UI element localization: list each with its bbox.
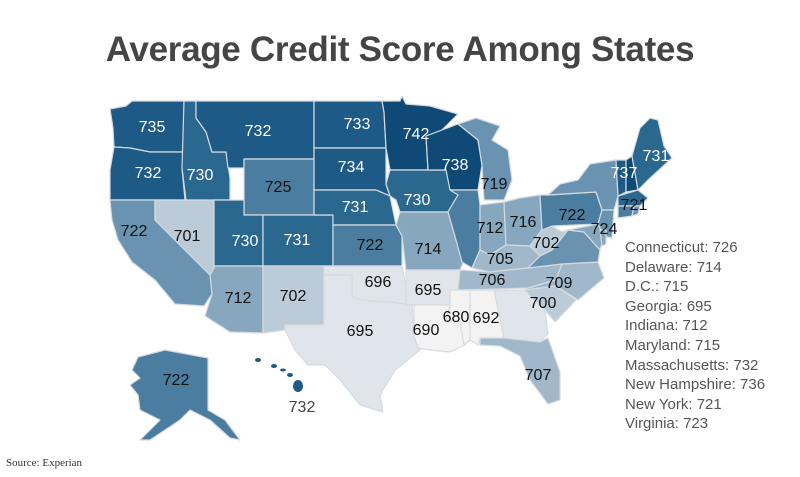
callout-new-hampshire: New Hampshire: 736: [625, 376, 766, 394]
state-michigan[interactable]: [457, 117, 513, 201]
label-wa: 735: [139, 119, 166, 136]
label-mn: 742: [403, 126, 430, 143]
label-ne: 731: [342, 199, 369, 216]
callout-virginia: Virginia: 723: [625, 415, 709, 433]
label-fl: 707: [525, 367, 552, 384]
label-nv: 701: [174, 228, 201, 245]
label-al: 692: [473, 310, 500, 327]
callout-connecticut: Connecticut: 726: [625, 239, 738, 256]
callout-new-york: New York: 721: [625, 395, 722, 413]
state-alaska[interactable]: [129, 349, 241, 441]
label-ia: 730: [404, 192, 431, 209]
label-mt: 732: [245, 123, 272, 140]
label-sd: 734: [338, 159, 365, 176]
callout-maryland: Maryland: 715: [625, 336, 721, 354]
state-texas[interactable]: [284, 274, 421, 413]
state-florida[interactable]: [479, 337, 561, 405]
label-wy: 725: [265, 179, 292, 196]
state-callout-list: Connecticut: 726 Delaware: 714 D.C.: 715…: [625, 238, 765, 434]
state-hawaii[interactable]: [255, 358, 303, 392]
label-id: 730: [187, 167, 214, 184]
state-massachusetts[interactable]: [617, 189, 649, 207]
source-note: Source: Experian: [6, 457, 83, 469]
label-ut: 730: [232, 233, 259, 250]
label-wv: 702: [533, 235, 560, 252]
state-kansas[interactable]: [332, 224, 403, 267]
label-nj: 724: [591, 221, 618, 238]
label-ks: 722: [357, 237, 384, 254]
callout-indiana: Indiana: 712: [625, 317, 708, 335]
label-or: 732: [135, 165, 162, 182]
label-vt: 737: [611, 165, 638, 182]
state-delaware[interactable]: [599, 229, 607, 247]
label-ky: 705: [487, 251, 514, 268]
label-mi: 719: [481, 176, 508, 193]
label-nc: 709: [546, 275, 573, 292]
chart-title: Average Credit Score Among States: [105, 30, 695, 69]
label-ok: 696: [365, 274, 392, 291]
state-wisconsin[interactable]: [425, 123, 483, 191]
label-me: 731: [643, 148, 670, 165]
label-tn: 706: [479, 272, 506, 289]
label-ar: 695: [415, 282, 442, 299]
state-maine[interactable]: [631, 117, 673, 191]
label-ms: 680: [443, 309, 470, 326]
label-mo: 714: [415, 241, 442, 258]
label-sc: 700: [530, 295, 557, 312]
label-ca: 722: [121, 223, 148, 240]
label-oh: 716: [510, 214, 537, 231]
label-la: 690: [413, 322, 440, 339]
label-ma: 721: [621, 197, 648, 214]
label-az: 712: [225, 290, 252, 307]
label-nm: 702: [280, 288, 307, 305]
label-in: 712: [477, 220, 504, 237]
label-ak: 722: [163, 372, 190, 389]
label-hi: 732: [289, 399, 316, 416]
label-wi: 738: [442, 157, 469, 174]
label-nd: 733: [344, 116, 371, 133]
callout-delaware: Delaware: 714: [625, 258, 722, 276]
callout-georgia: Georgia: 695: [625, 297, 712, 315]
label-tx: 695: [347, 323, 374, 340]
callout-dc: D.C.: 715: [625, 278, 689, 296]
state-north-carolina[interactable]: [523, 261, 605, 301]
state-rhode-island[interactable]: [631, 205, 641, 217]
state-illinois[interactable]: [447, 189, 481, 269]
callout-massachusetts: Massachusetts: 732: [625, 356, 759, 374]
label-pa: 722: [559, 207, 586, 224]
label-co: 731: [284, 232, 311, 249]
